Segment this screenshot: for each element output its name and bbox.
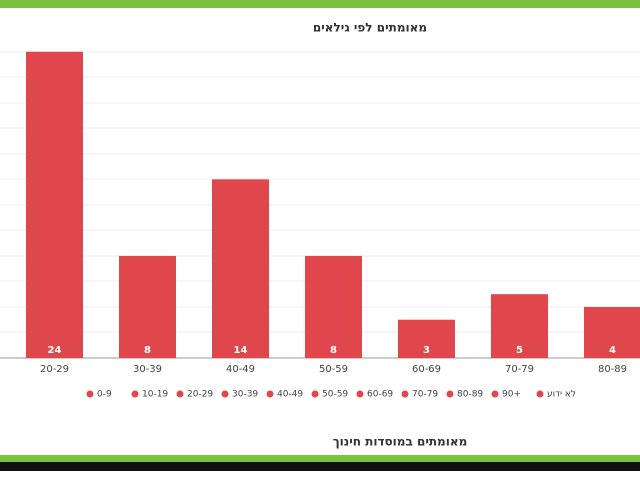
legend-swatch [86, 390, 94, 398]
value-label: 5 [516, 345, 523, 356]
legend-label: 60-69 [367, 390, 393, 400]
x-tick-label: 30-39 [133, 364, 162, 375]
top-border [0, 0, 640, 8]
value-label: 24 [48, 345, 62, 356]
legend-label: 0-9 [97, 390, 112, 400]
value-label: 3 [423, 345, 430, 356]
value-label: 8 [144, 345, 151, 356]
legend-swatch [131, 390, 139, 398]
legend-swatch [401, 390, 409, 398]
x-tick-label: 60-69 [412, 364, 441, 375]
bar [584, 306, 640, 358]
legend-swatch [491, 390, 499, 398]
legend-label: 10-19 [142, 390, 168, 400]
legend-label: 40-49 [277, 390, 303, 400]
value-label: 8 [330, 345, 337, 356]
x-tick-label: 50-59 [319, 364, 348, 375]
value-label: 4 [609, 345, 616, 356]
x-tick-label: 20-29 [40, 364, 69, 375]
bar [119, 255, 176, 358]
legend-label: 70-79 [412, 390, 438, 400]
chart-title: מאומתים לפי גילאים [313, 21, 427, 35]
legend-label: 30-39 [232, 390, 258, 400]
legend-swatch [176, 390, 184, 398]
legend-label: 80-89 [457, 390, 483, 400]
x-tick-label: 40-49 [226, 364, 255, 375]
footer-title: מאומתים במוסדות חינוך [333, 435, 468, 449]
x-tick-label: 70-79 [505, 364, 534, 375]
legend-label: 20-29 [187, 390, 213, 400]
x-tick-label: 80-89 [598, 364, 627, 375]
legend-swatch [356, 390, 364, 398]
legend-swatch [221, 390, 229, 398]
bar [491, 294, 548, 358]
bottom-border [0, 455, 640, 462]
bottom-bar [0, 462, 640, 471]
bar [305, 255, 362, 358]
legend-swatch [446, 390, 454, 398]
legend-label: לא ידוע [547, 390, 576, 400]
bar [26, 51, 83, 358]
legend-swatch [311, 390, 319, 398]
legend-label: 50-59 [322, 390, 348, 400]
legend-label: 90+ [502, 390, 521, 400]
legend-swatch [266, 390, 274, 398]
bar [212, 179, 269, 358]
value-label: 14 [234, 345, 248, 356]
bar [398, 319, 455, 358]
legend-swatch [536, 390, 544, 398]
